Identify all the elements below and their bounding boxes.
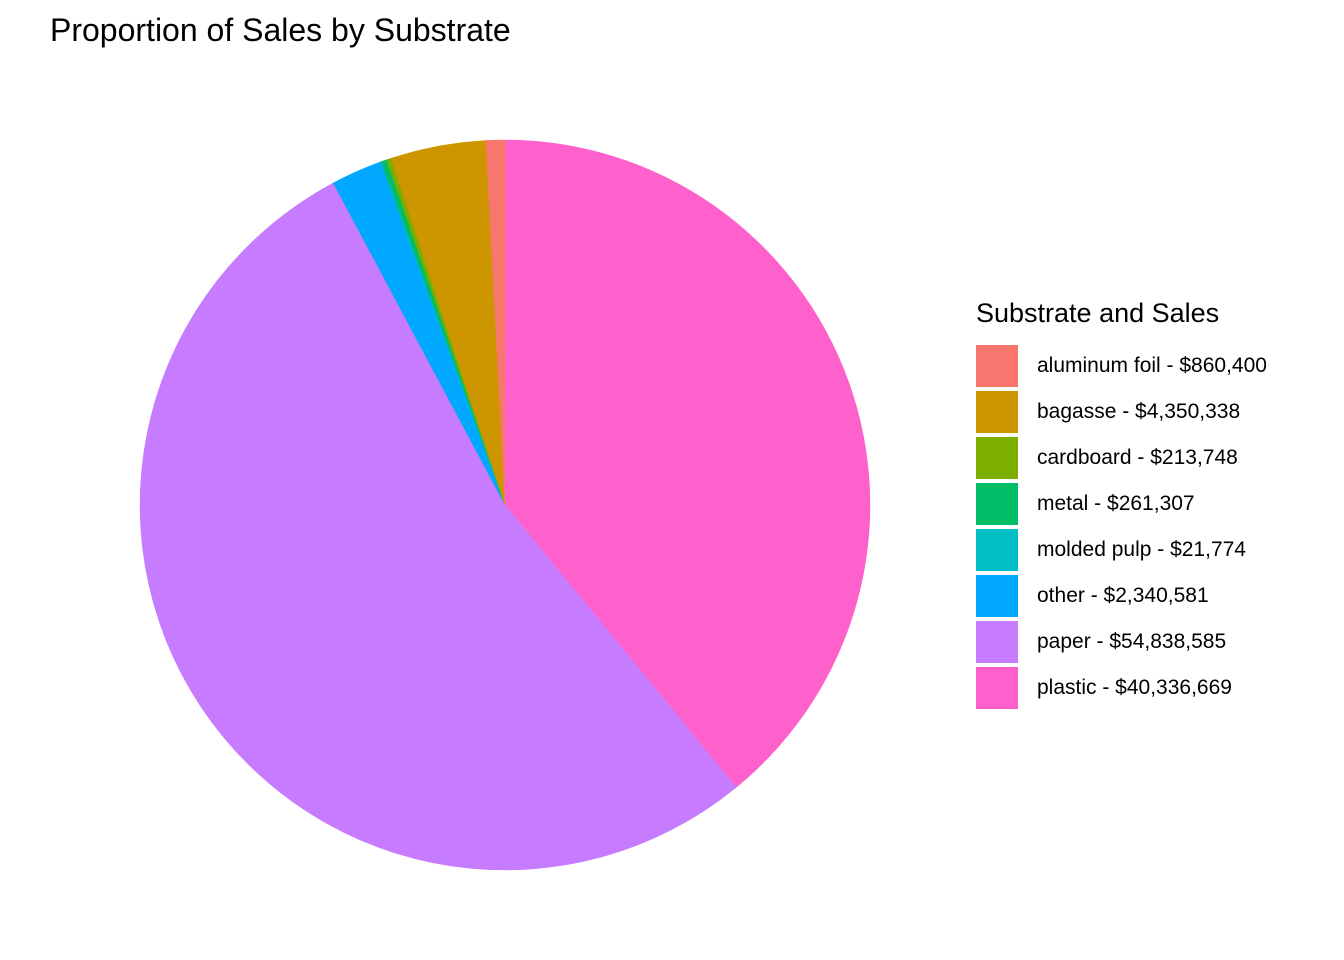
legend-swatch-bagasse bbox=[976, 391, 1018, 433]
legend-swatch-aluminum-foil bbox=[976, 345, 1018, 387]
legend-swatch-paper bbox=[976, 621, 1018, 663]
legend-label-metal: metal - $261,307 bbox=[1037, 492, 1195, 515]
pie-slice-plastic bbox=[504, 139, 871, 788]
legend: Substrate and Sales aluminum foil - $860… bbox=[976, 296, 1267, 711]
legend-item-other: other - $2,340,581 bbox=[976, 573, 1267, 619]
pie-slice-aluminum-foil bbox=[485, 139, 506, 506]
legend-swatch-molded-pulp bbox=[976, 529, 1018, 571]
chart-title: Proportion of Sales by Substrate bbox=[50, 12, 511, 48]
legend-label-plastic: plastic - $40,336,669 bbox=[1037, 676, 1232, 699]
legend-item-paper: paper - $54,838,585 bbox=[976, 619, 1267, 665]
legend-item-bagasse: bagasse - $4,350,338 bbox=[976, 389, 1267, 435]
legend-label-cardboard: cardboard - $213,748 bbox=[1037, 446, 1238, 469]
legend-label-bagasse: bagasse - $4,350,338 bbox=[1037, 400, 1241, 423]
legend-item-aluminum-foil: aluminum foil - $860,400 bbox=[976, 343, 1267, 389]
legend-swatch-plastic bbox=[976, 667, 1018, 709]
legend-label-molded-pulp: molded pulp - $21,774 bbox=[1037, 538, 1246, 561]
legend-title: Substrate and Sales bbox=[976, 298, 1220, 328]
legend-label-other: other - $2,340,581 bbox=[1037, 584, 1209, 607]
legend-swatch-metal bbox=[976, 483, 1018, 525]
legend-swatch-cardboard bbox=[976, 437, 1018, 479]
legend-label-aluminum-foil: aluminum foil - $860,400 bbox=[1037, 354, 1267, 377]
legend-label-paper: paper - $54,838,585 bbox=[1037, 630, 1227, 653]
legend-item-cardboard: cardboard - $213,748 bbox=[976, 435, 1267, 481]
legend-item-metal: metal - $261,307 bbox=[976, 481, 1267, 527]
legend-items: aluminum foil - $860,400 bagasse - $4,350… bbox=[976, 343, 1267, 711]
legend-item-plastic: plastic - $40,336,669 bbox=[976, 665, 1267, 711]
pie-slices bbox=[139, 139, 871, 871]
legend-swatch-other bbox=[976, 575, 1018, 617]
legend-item-molded-pulp: molded pulp - $21,774 bbox=[976, 527, 1267, 573]
pie-slice-paper bbox=[139, 182, 737, 871]
